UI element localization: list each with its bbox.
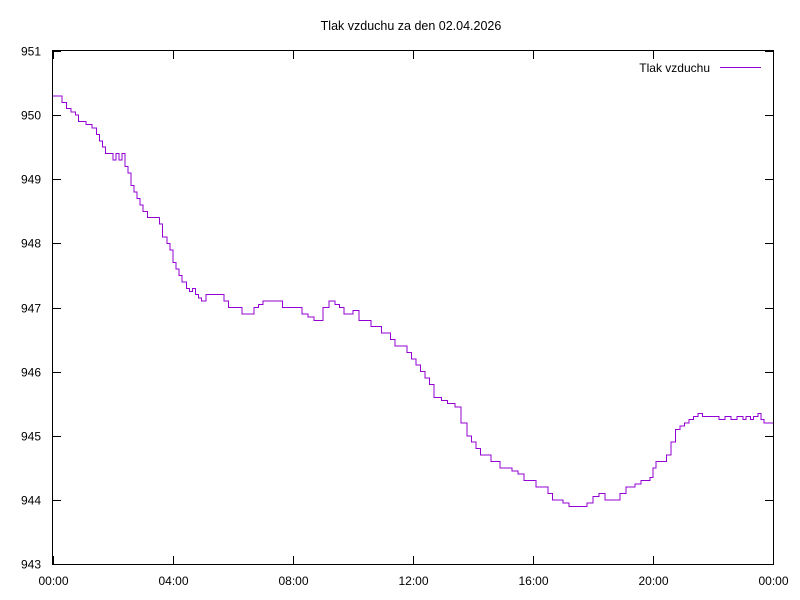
y-tick-label: 943	[21, 558, 41, 572]
axis-ticks: 943 944 945 946 947 948 949 950 951 00:00 04:00 08:…	[21, 45, 789, 589]
chart-title: Tlak vzduchu za den 02.04.2026	[321, 19, 502, 33]
y-tick-label: 944	[21, 494, 41, 508]
x-tick-label: 20:00	[638, 574, 668, 588]
x-tick-label: 04:00	[158, 574, 188, 588]
legend: Tlak vzduchu	[639, 61, 761, 75]
y-tick-label: 950	[21, 109, 41, 123]
x-tick-label: 00:00	[38, 574, 68, 588]
y-tick-label: 949	[21, 173, 41, 187]
x-tick-label: 00:00	[758, 574, 788, 588]
y-tick-label: 948	[21, 237, 41, 251]
y-tick-label: 947	[21, 302, 41, 316]
legend-label: Tlak vzduchu	[639, 61, 710, 75]
y-tick-label: 945	[21, 430, 41, 444]
series-line-tlak-vzduchu	[53, 95, 773, 507]
x-tick-label: 08:00	[278, 574, 308, 588]
series-layer	[53, 95, 773, 507]
y-tick-label: 951	[21, 45, 41, 59]
y-tick-label: 946	[21, 366, 41, 380]
plot-frame	[52, 50, 774, 565]
x-tick-label: 12:00	[398, 574, 428, 588]
x-tick-label: 16:00	[518, 574, 548, 588]
